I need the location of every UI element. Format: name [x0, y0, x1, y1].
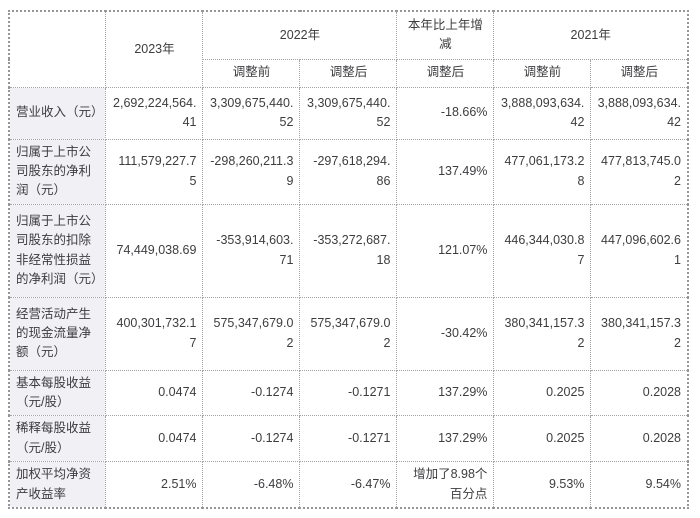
header-change: 本年比上年增减: [396, 10, 495, 60]
cell-2021-pre: 380,341,157.32: [493, 296, 592, 371]
cell-2022-pre: 3,309,675,440.52: [202, 86, 301, 140]
subheader-change-post: 调整后: [396, 58, 495, 88]
cell-change: -30.42%: [396, 296, 495, 371]
cell-2021-post: 447,096,602.61: [590, 203, 689, 298]
cell-2022-post: -0.1271: [299, 415, 398, 463]
table-row: 营业收入（元） 2,692,224,564.41 3,309,675,440.5…: [8, 86, 689, 140]
table-row: 稀释每股收益（元/股） 0.0474 -0.1274 -0.1271 137.2…: [8, 415, 689, 463]
cell-2023: 74,449,038.69: [105, 203, 204, 298]
financial-summary-table: 2023年 2022年 本年比上年增减 2021年 调整前 调整后 调整后 调整…: [8, 10, 689, 509]
header-row-adjustment: 调整前 调整后 调整后 调整前 调整后: [9, 58, 689, 88]
subheader-2022-post: 调整后: [299, 58, 398, 88]
subheader-2022-pre: 调整前: [202, 58, 301, 88]
table-row: 基本每股收益（元/股） 0.0474 -0.1274 -0.1271 137.2…: [8, 369, 689, 417]
cell-2021-pre: 0.2025: [493, 369, 592, 417]
cell-2021-pre: 9.53%: [493, 461, 592, 509]
cell-2022-post: 575,347,679.02: [299, 296, 398, 371]
cell-2023: 111,579,227.75: [105, 138, 204, 205]
cell-2021-post: 0.2028: [590, 369, 689, 417]
cell-2022-pre: -6.48%: [202, 461, 301, 509]
cell-2021-post: 9.54%: [590, 461, 689, 509]
row-label: 加权平均净资产收益率: [8, 461, 107, 509]
cell-2022-pre: -0.1274: [202, 415, 301, 463]
row-label: 归属于上市公司股东的扣除非经常性损益的净利润（元）: [8, 203, 107, 298]
cell-change: 137.29%: [396, 415, 495, 463]
cell-2022-post: -6.47%: [299, 461, 398, 509]
cell-2021-post: 380,341,157.32: [590, 296, 689, 371]
row-label: 经营活动产生的现金流量净额（元）: [8, 296, 107, 371]
cell-2022-post: -0.1271: [299, 369, 398, 417]
header-2023: 2023年: [105, 10, 204, 88]
header-2021: 2021年: [493, 10, 689, 60]
cell-2021-post: 3,888,093,634.42: [590, 86, 689, 140]
cell-2021-pre: 3,888,093,634.42: [493, 86, 592, 140]
corner-cell: [8, 10, 107, 88]
subheader-2021-pre: 调整前: [493, 58, 592, 88]
cell-2022-post: 3,309,675,440.52: [299, 86, 398, 140]
table-row: 经营活动产生的现金流量净额（元） 400,301,732.17 575,347,…: [8, 296, 689, 371]
cell-2022-post: -297,618,294.86: [299, 138, 398, 205]
cell-change: -18.66%: [396, 86, 495, 140]
cell-2022-pre: -0.1274: [202, 369, 301, 417]
cell-2023: 2.51%: [105, 461, 204, 509]
table-row: 归属于上市公司股东的净利润（元） 111,579,227.75 -298,260…: [8, 138, 689, 205]
cell-2021-pre: 446,344,030.87: [493, 203, 592, 298]
cell-2021-post: 477,813,745.02: [590, 138, 689, 205]
cell-change: 121.07%: [396, 203, 495, 298]
table-row: 加权平均净资产收益率 2.51% -6.48% -6.47% 增加了8.98个百…: [8, 461, 689, 509]
table-row: 归属于上市公司股东的扣除非经常性损益的净利润（元） 74,449,038.69 …: [8, 203, 689, 298]
cell-change: 137.49%: [396, 138, 495, 205]
row-label: 营业收入（元）: [8, 86, 107, 140]
cell-2023: 0.0474: [105, 415, 204, 463]
cell-2021-pre: 0.2025: [493, 415, 592, 463]
cell-2021-post: 0.2028: [590, 415, 689, 463]
subheader-2021-post: 调整后: [590, 58, 689, 88]
cell-2023: 400,301,732.17: [105, 296, 204, 371]
cell-2023: 2,692,224,564.41: [105, 86, 204, 140]
row-label: 基本每股收益（元/股）: [8, 369, 107, 417]
cell-2021-pre: 477,061,173.28: [493, 138, 592, 205]
cell-2023: 0.0474: [105, 369, 204, 417]
cell-2022-pre: 575,347,679.02: [202, 296, 301, 371]
cell-2022-post: -353,272,687.18: [299, 203, 398, 298]
cell-change: 137.29%: [396, 369, 495, 417]
cell-2022-pre: -353,914,603.71: [202, 203, 301, 298]
header-2022: 2022年: [202, 10, 398, 60]
row-label: 归属于上市公司股东的净利润（元）: [8, 138, 107, 205]
cell-2022-pre: -298,260,211.39: [202, 138, 301, 205]
row-label: 稀释每股收益（元/股）: [8, 415, 107, 463]
header-row-years: 2023年 2022年 本年比上年增减 2021年: [8, 10, 689, 88]
cell-change: 增加了8.98个百分点: [396, 461, 495, 509]
